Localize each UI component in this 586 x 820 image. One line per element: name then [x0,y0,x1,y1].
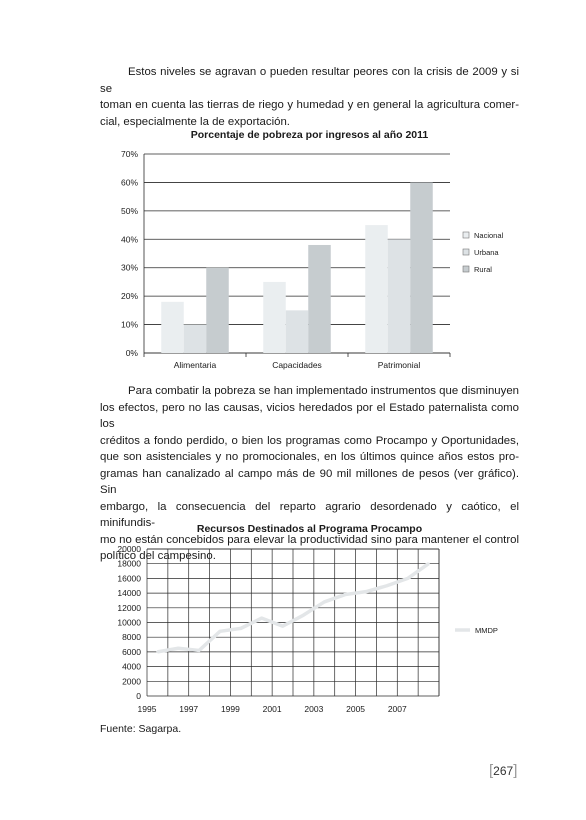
legend-swatch-rural [462,265,470,273]
bar-rural-capacidades [308,244,331,353]
data-point [406,577,409,580]
y-tick-label: 0 [136,691,141,701]
y-tick-label: 70% [121,149,138,159]
x-tick-label: 1997 [179,704,198,714]
bar-rural-alimentaria [206,267,229,353]
data-point [323,600,326,604]
data-point [343,593,347,596]
paragraph-2-line: político del campesino. [100,550,216,562]
series-line-mmdp [157,562,430,654]
paragraph-2: Para combatir la pobreza se han implemen… [100,383,519,565]
y-tick-label: 8000 [122,632,141,642]
source-note: Fuente: Sagarpa. [100,723,182,735]
bar-rural-patrimonial [410,182,433,353]
paragraph-2-line: gramas han canalizado al campo más de 90… [100,467,519,497]
legend-label-nacional: Nacional [474,231,504,240]
y-tick-label: 2000 [122,676,141,686]
data-point [427,562,430,565]
y-tick-label: 60% [121,177,138,187]
y-tick-label: 50% [121,206,138,216]
paragraph-2-line: mo no están concebidos para elevar la pr… [100,533,519,546]
y-tick-label: 6000 [122,647,141,657]
bar-nacional-capacidades [263,281,286,353]
legend-swatch-urbana [462,248,470,256]
y-tick-label: 16000 [117,573,141,583]
data-point [302,613,305,617]
bar-nacional-patrimonial [365,225,388,353]
y-tick-label: 0% [126,348,139,358]
x-tick-label: Patrimonial [378,360,421,370]
page-bracket-left: [ [489,762,494,779]
paragraph-1-line: toman en cuenta las tierras de riego y h… [100,99,519,111]
x-tick-label: Alimentaria [174,360,217,370]
y-tick-label: 4000 [122,662,141,672]
data-point [260,616,263,620]
paragraph-1-line: Estos niveles se agravan o pueden result… [100,66,519,95]
data-point [218,630,222,633]
bar-urbana-patrimonial [387,239,411,353]
data-point [364,590,368,593]
y-tick-label: 14000 [117,588,141,598]
data-point [197,649,201,652]
legend-swatch-nacional [462,231,470,239]
x-tick-label: 2007 [388,704,407,714]
bar-urbana-capacidades [285,310,309,353]
data-point [239,627,243,630]
chart2-title: Recursos Destinados al Programa Procampo [196,523,423,535]
chart1-title: Porcentaje de pobreza por ingresos al añ… [190,129,429,141]
page-number: [267] [489,762,517,779]
bar-urbana-alimentaria [183,324,207,353]
y-tick-label: 10% [121,320,138,330]
y-tick-label: 18000 [117,559,141,569]
paragraph-2-line: los efectos, pero no las causas, vicios … [100,401,519,431]
y-tick-label: 10000 [117,618,141,628]
x-tick-label: 1995 [138,704,157,714]
x-tick-label: 1999 [221,704,240,714]
legend-label-urbana: Urbana [474,248,499,257]
procampo-line-chart: 0 2000 4000 6000 8000 10000 12000 14000 16000 180… [117,544,498,714]
data-point [385,584,389,587]
y-tick-label: 12000 [117,603,141,613]
paragraph-2-line: Para combatir la pobreza se han implemen… [128,385,519,397]
paragraph-2-line: que son asistenciales y no promocionales… [100,451,519,463]
page-number-value: 267 [493,764,514,778]
x-tick-label: 2003 [304,704,323,714]
legend-label-mmdp: MMDP [475,626,498,635]
x-tick-label: 2001 [263,704,282,714]
paragraph-2-line: créditos a fondo perdido, o bien los pro… [100,434,519,447]
poverty-bar-chart: 0% 10% 20% 30% 40% 50% 60% 70% Alimentaria Capac… [121,149,504,370]
y-tick-label: 40% [121,234,138,244]
data-point [281,624,284,628]
data-point [177,647,180,650]
page-bracket-right: ] [513,762,518,779]
y-tick-label: 20000 [117,544,141,554]
y-tick-label: 30% [121,263,138,273]
legend-label-rural: Rural [474,265,492,274]
paragraph-1-line: cial, especialmente la de exportación. [100,115,290,128]
bar-nacional-alimentaria [161,301,184,353]
data-point [156,650,159,654]
paragraph-2-line: embargo, la consecuencia del reparto agr… [100,500,519,530]
x-tick-label: 2005 [346,704,365,714]
paragraph-1: Estos niveles se agravan o pueden result… [100,64,519,130]
x-tick-label: Capacidades [272,360,322,370]
y-tick-label: 20% [121,291,138,301]
